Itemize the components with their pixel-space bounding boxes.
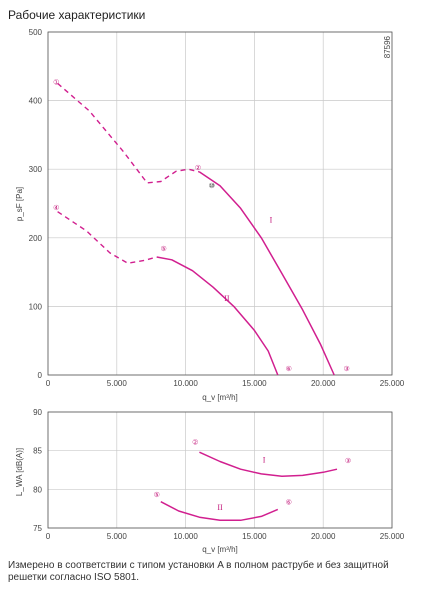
pressure-point-marker: ⑥ [286, 365, 292, 373]
sound-x-tick-label: 15.000 [242, 532, 267, 541]
pressure-series-label: I [270, 216, 273, 225]
pressure-plot-frame [47, 31, 393, 376]
pressure-point-marker: ⑤ [160, 245, 166, 253]
pressure-x-tick-label: 5.000 [107, 379, 128, 388]
pressure-y-tick-label: 200 [29, 234, 43, 243]
sound-x-tick-label: 5.000 [107, 532, 128, 541]
pressure-x-axis-label: q_v [m³/h] [202, 393, 238, 402]
pressure-series-i-dashed-line [57, 82, 200, 184]
sound-x-axis-label: q_v [m³/h] [202, 545, 238, 554]
sound-point-marker: ③ [345, 457, 351, 465]
pressure-x-tick-label: 15.000 [242, 379, 267, 388]
pressure-point-marker: ② [195, 164, 201, 172]
sound-x-tick-label: 25.000 [380, 532, 405, 541]
pressure-series-ii-dashed-line [57, 211, 157, 264]
pressure-point-marker: ⑩ [209, 182, 215, 190]
sound-x-tick-label: 20.000 [311, 532, 336, 541]
pressure-point-marker: ① [53, 78, 59, 86]
sound-series-i-line [199, 451, 338, 477]
sound-x-tick-label: 0 [46, 532, 51, 541]
pressure-point-marker: ③ [343, 365, 349, 373]
pressure-series-label: II [224, 294, 230, 303]
pressure-series-ii-line [156, 256, 279, 376]
pressure-x-tick-label: 20.000 [311, 379, 336, 388]
performance-chart: 0 5.000 10.000 15.000 20.000 25.000 0 100 200 300… [15, 28, 405, 554]
sound-point-marker: ⑤ [154, 491, 160, 499]
sound-point-marker: ⑥ [286, 499, 292, 507]
pressure-series-i-line [198, 171, 335, 376]
sound-series-ii-line [160, 501, 279, 522]
sound-point-marker: ② [192, 438, 198, 446]
pressure-y-tick-label: 0 [38, 371, 43, 380]
pressure-reference-number: 87596 [383, 35, 392, 58]
measurement-note: Измерено в соответствии с типом установк… [8, 560, 389, 583]
pressure-x-tick-label: 10.000 [173, 379, 198, 388]
sound-y-tick-label: 80 [33, 485, 42, 494]
sound-series-label: II [217, 503, 223, 512]
pressure-y-tick-label: 300 [29, 165, 43, 174]
sound-y-tick-label: 90 [33, 408, 42, 417]
pressure-y-tick-label: 400 [29, 97, 43, 106]
pressure-x-tick-label: 25.000 [380, 379, 405, 388]
sound-y-axis-label: L_WA [dB(A)] [15, 448, 24, 496]
pressure-y-tick-label: 100 [29, 302, 43, 311]
chart-title: Рабочие характеристики [8, 8, 146, 22]
sound-x-tick-label: 10.000 [173, 532, 198, 541]
pressure-y-axis-label: p_sF [Pa] [15, 187, 24, 221]
sound-y-tick-label: 75 [33, 524, 42, 533]
pressure-x-tick-label: 0 [46, 379, 51, 388]
pressure-y-tick-label: 500 [29, 28, 43, 37]
sound-series-label: I [263, 455, 266, 464]
sound-y-tick-label: 85 [33, 447, 42, 456]
pressure-point-marker: ④ [53, 204, 59, 212]
sound-plot-frame [47, 411, 393, 529]
